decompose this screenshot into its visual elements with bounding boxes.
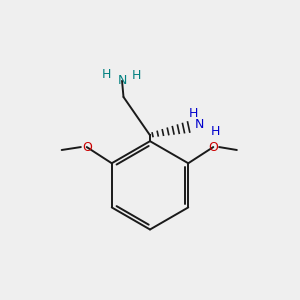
- Text: H: H: [188, 107, 198, 120]
- Text: O: O: [82, 141, 92, 154]
- Text: H: H: [211, 125, 220, 138]
- Text: H: H: [131, 69, 141, 82]
- Text: N: N: [195, 118, 204, 131]
- Text: O: O: [208, 141, 218, 154]
- Text: N: N: [117, 74, 127, 87]
- Text: H: H: [102, 68, 111, 81]
